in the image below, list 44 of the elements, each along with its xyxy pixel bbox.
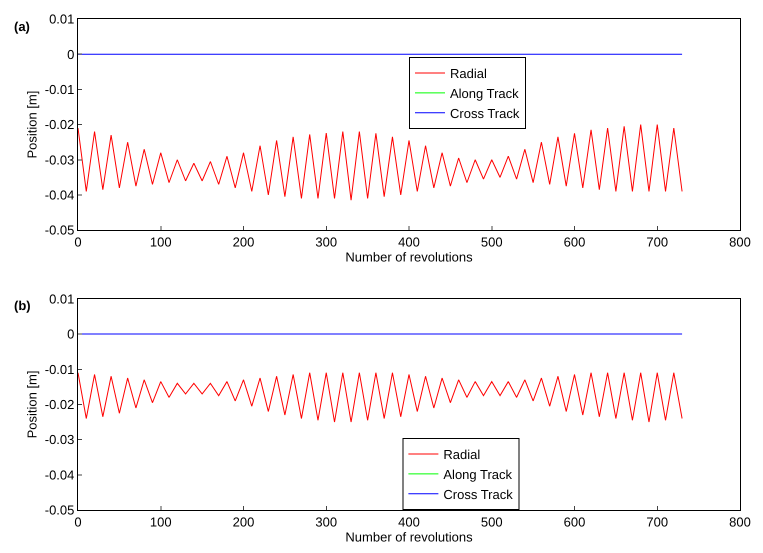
y-tick-label: -0.02 [44, 396, 74, 412]
legend-label: Along Track [443, 466, 513, 482]
line-series [78, 372, 683, 423]
legend-label: Cross Track [443, 486, 514, 502]
y-tick-label: -0.01 [44, 362, 74, 377]
y-tick-label: -0.01 [44, 82, 74, 97]
y-tick-label: -0.04 [44, 187, 74, 202]
y-tick-label: -0.02 [44, 117, 74, 132]
x-axis-title: Number of revolutions [345, 250, 474, 265]
x-axis-title: Number of revolutions [345, 530, 474, 545]
legend-label: Radial [450, 66, 487, 82]
legend-label: Radial [443, 447, 480, 462]
y-tick-label: -0.04 [44, 467, 74, 482]
chart-title: (a) [14, 19, 30, 34]
legend-label: Cross Track [450, 106, 520, 121]
x-tick-label: 800 [729, 514, 751, 530]
chart-title: (b) [14, 298, 31, 313]
x-tick-label: 100 [150, 514, 172, 530]
x-tick-label: 500 [480, 514, 503, 530]
x-tick-label: 700 [646, 514, 668, 530]
x-tick-label: 300 [315, 514, 338, 530]
x-tick-label: 500 [480, 234, 503, 250]
y-tick-label: 0 [67, 326, 74, 342]
y-axis-title: Position [m] [24, 90, 40, 159]
y-tick-label: 0 [67, 46, 74, 62]
x-tick-label: 200 [232, 234, 254, 250]
y-tick-label: -0.05 [44, 222, 74, 238]
x-tick-label: 400 [398, 514, 420, 530]
y-tick-label: -0.05 [44, 502, 74, 518]
x-tick-label: 400 [398, 234, 420, 250]
y-axis-title: Position [m] [24, 370, 40, 438]
x-tick-label: 300 [315, 234, 338, 250]
x-tick-label: 200 [232, 514, 254, 530]
line-series [78, 124, 683, 201]
y-tick-label: 0.01 [49, 12, 74, 27]
legend-label: Along Track [450, 86, 520, 101]
x-tick-label: 700 [646, 234, 668, 250]
y-tick-label: -0.03 [44, 432, 74, 448]
y-tick-label: 0.01 [49, 291, 74, 306]
x-tick-label: 800 [729, 234, 751, 250]
x-tick-label: 600 [564, 234, 586, 250]
y-tick-label: -0.03 [44, 152, 74, 168]
x-tick-label: 600 [564, 514, 586, 530]
x-tick-label: 100 [150, 234, 172, 250]
